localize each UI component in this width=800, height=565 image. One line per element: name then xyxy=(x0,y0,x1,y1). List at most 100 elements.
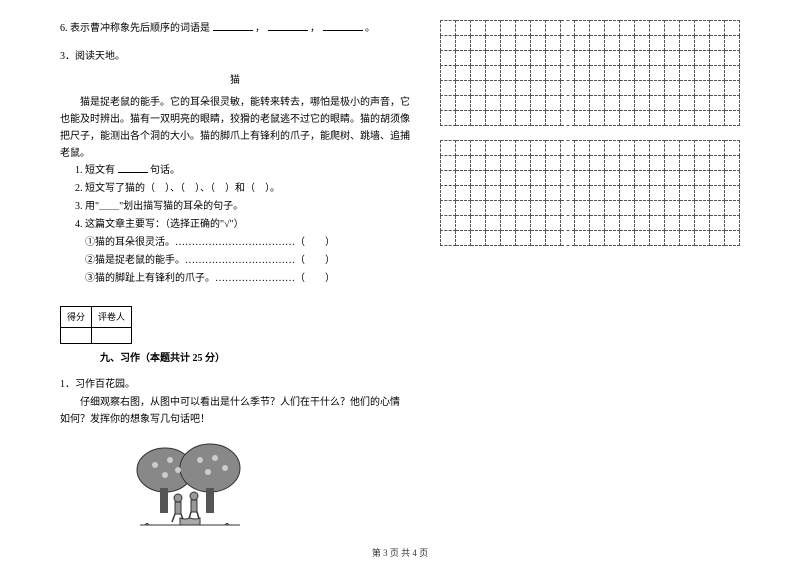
grid-cell xyxy=(709,36,724,51)
grid-cell xyxy=(605,51,620,66)
grid-cell xyxy=(665,141,680,156)
grid-cell xyxy=(620,216,635,231)
grid-cell xyxy=(724,66,739,81)
grid-cell xyxy=(485,216,500,231)
grid-cell xyxy=(590,216,605,231)
grid-cell xyxy=(441,231,456,246)
grid-cell xyxy=(515,96,530,111)
sub1b: 句话。 xyxy=(150,165,180,176)
grid-cell xyxy=(575,111,590,126)
grid-cell xyxy=(709,81,724,96)
grid-cell xyxy=(560,81,575,96)
grid-cell xyxy=(515,216,530,231)
grid-cell xyxy=(650,186,665,201)
grid-cell xyxy=(500,201,515,216)
grid-cell xyxy=(560,21,575,36)
grid-cell xyxy=(530,81,545,96)
grid-cell xyxy=(455,141,470,156)
end: 。 xyxy=(365,23,375,34)
grid-cell xyxy=(470,201,485,216)
grid-cell xyxy=(590,111,605,126)
grid-cell xyxy=(530,66,545,81)
grid-cell xyxy=(694,141,709,156)
grid-cell xyxy=(635,111,650,126)
grid-cell xyxy=(470,21,485,36)
grid-cell xyxy=(650,111,665,126)
grid-cell xyxy=(455,231,470,246)
grid-cell xyxy=(680,216,695,231)
grid-cell xyxy=(545,66,560,81)
grid-cell xyxy=(709,231,724,246)
choice-2: ②猫是捉老鼠的能手。……………………………（ ） xyxy=(85,252,410,270)
choice-3: ③猫的脚趾上有锋利的爪子。……………………（ ） xyxy=(85,270,410,288)
grid-cell xyxy=(590,81,605,96)
grid-cell xyxy=(455,216,470,231)
grid-cell xyxy=(605,231,620,246)
grid-cell xyxy=(441,36,456,51)
grid-cell xyxy=(485,231,500,246)
grid-cell xyxy=(575,96,590,111)
grid-cell xyxy=(441,201,456,216)
grid-cell xyxy=(680,141,695,156)
grid-cell xyxy=(470,141,485,156)
grid-cell xyxy=(500,171,515,186)
grid-cell xyxy=(724,231,739,246)
grid-cell xyxy=(515,51,530,66)
grid-cell xyxy=(455,36,470,51)
score-table: 得分 评卷人 xyxy=(60,306,132,344)
grid-cell xyxy=(724,201,739,216)
grid-cell xyxy=(605,21,620,36)
grid-cell xyxy=(575,81,590,96)
grid-cell xyxy=(680,231,695,246)
grid-cell xyxy=(709,51,724,66)
grid-cell xyxy=(515,111,530,126)
grid-cell xyxy=(590,66,605,81)
grid-cell xyxy=(635,186,650,201)
grid-cell xyxy=(575,231,590,246)
left-column: 6. 表示曹冲称象先后顺序的词语是 ， ， 。 3．阅读天地。 猫 猫是捉老鼠的… xyxy=(60,20,410,530)
grid-cell xyxy=(470,66,485,81)
grid-cell xyxy=(694,21,709,36)
grid-cell xyxy=(500,216,515,231)
grid-cell xyxy=(694,66,709,81)
grid-cell xyxy=(590,141,605,156)
grid-cell xyxy=(530,171,545,186)
blank xyxy=(323,30,363,31)
grid-cell xyxy=(470,111,485,126)
grid-cell xyxy=(709,171,724,186)
grid-cell xyxy=(515,171,530,186)
score-cell xyxy=(61,328,92,344)
score-header-1: 得分 xyxy=(61,307,92,328)
grid-cell xyxy=(650,66,665,81)
grid-cell xyxy=(724,36,739,51)
grid-cell xyxy=(455,21,470,36)
grid-cell xyxy=(500,21,515,36)
grid-cell xyxy=(680,36,695,51)
grid-cell xyxy=(441,96,456,111)
grid-cell xyxy=(709,111,724,126)
grid-cell xyxy=(680,66,695,81)
grid-cell xyxy=(530,111,545,126)
grid-cell xyxy=(694,171,709,186)
grid-cell xyxy=(680,81,695,96)
grid-cell xyxy=(500,36,515,51)
grid-cell xyxy=(724,111,739,126)
grid-cell xyxy=(605,216,620,231)
grid-cell xyxy=(470,231,485,246)
grid-cell xyxy=(441,21,456,36)
grid-cell xyxy=(724,186,739,201)
grid-cell xyxy=(485,66,500,81)
grid-cell xyxy=(485,171,500,186)
grid-cell xyxy=(665,81,680,96)
grid-cell xyxy=(635,21,650,36)
grid-cell xyxy=(560,201,575,216)
grid-cell xyxy=(500,111,515,126)
grid-cell xyxy=(455,81,470,96)
grid-cell xyxy=(620,186,635,201)
grid-cell xyxy=(665,66,680,81)
grid-cell xyxy=(575,201,590,216)
grid-cell xyxy=(575,66,590,81)
grid-cell xyxy=(545,21,560,36)
grid-cell xyxy=(605,81,620,96)
grid-cell xyxy=(650,21,665,36)
